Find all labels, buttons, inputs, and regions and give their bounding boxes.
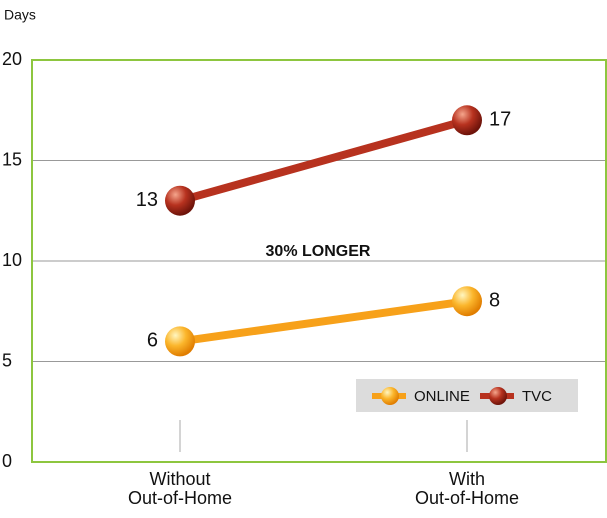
series-line [178,116,469,205]
plot-frame [31,59,607,463]
y-tick-label: 10 [2,250,22,270]
legend-marker [381,387,399,405]
y-tick-label: 15 [2,149,22,169]
data-label: 6 [147,330,158,352]
point [452,105,482,136]
x-tick-label: With Out-of-Home [414,469,520,508]
y-tick-label: 0 [2,451,12,471]
legend-label: ONLINE [414,388,470,405]
y-tick-label: 5 [2,350,12,370]
legend-label: TVC [522,388,552,405]
y-tick-label: 20 [2,49,22,69]
series-line [179,297,468,346]
data-label: 8 [489,289,500,311]
data-label: 13 [136,189,158,211]
data-label: 17 [489,109,511,131]
x-tick-label: Without Out-of-Home [127,469,233,508]
legend-marker [489,387,507,405]
annotation: 30% LONGER [266,243,371,260]
point [165,326,195,357]
y-axis-label: Days [4,7,36,23]
point [452,286,482,317]
point [165,185,195,216]
